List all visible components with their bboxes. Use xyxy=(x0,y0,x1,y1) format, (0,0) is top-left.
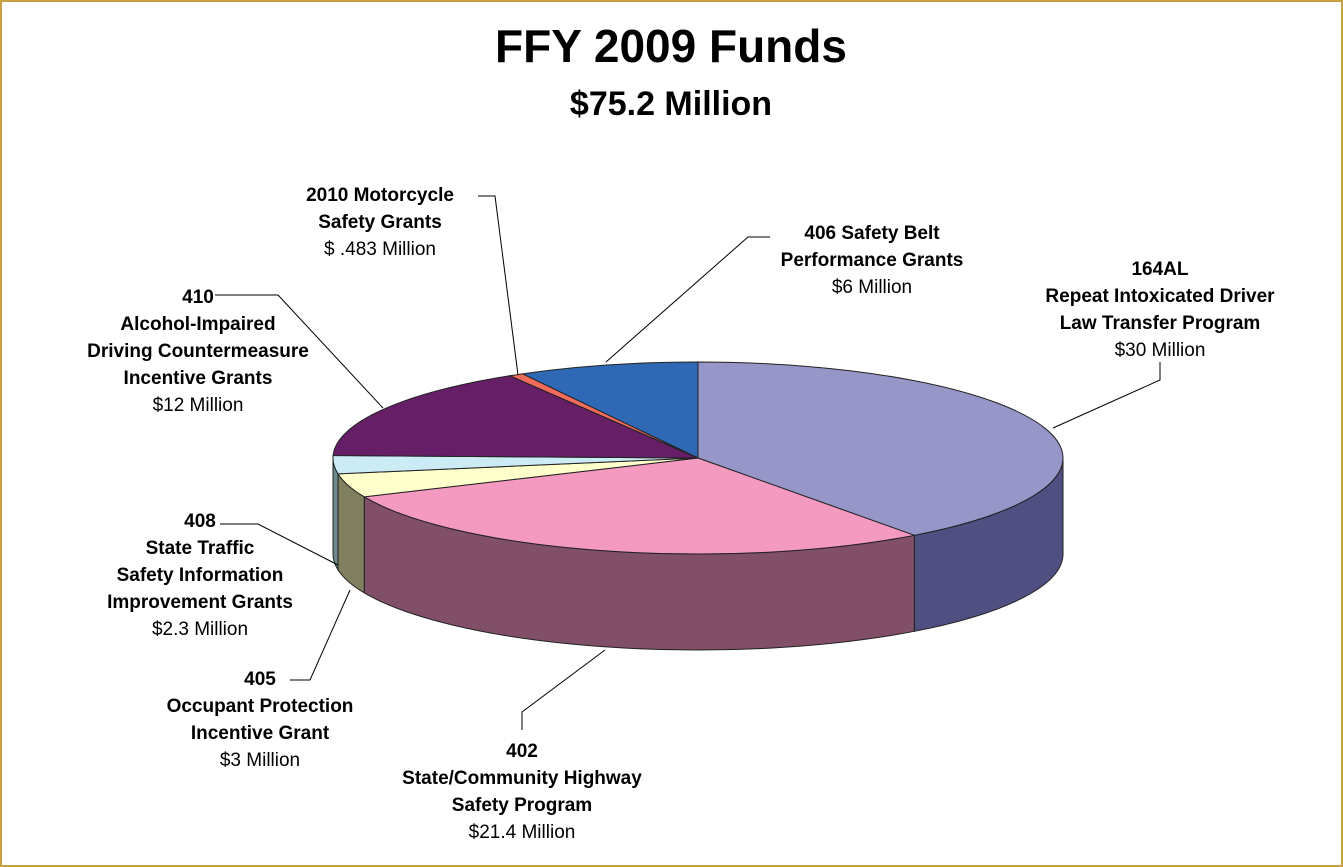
slice-label: Alcohol-Impaired xyxy=(120,314,275,335)
slice-label: State Traffic xyxy=(146,538,255,559)
slice xyxy=(362,457,917,555)
slice-label: Safety Information xyxy=(117,565,284,586)
leader-line xyxy=(1052,362,1161,429)
leader-line xyxy=(605,236,770,363)
slice-label: 2010 Motorcycle xyxy=(306,185,454,206)
value-label: $2.3 Million xyxy=(152,619,248,640)
slice-label: Safety Grants xyxy=(318,212,442,233)
slice-label: 410 xyxy=(182,287,214,308)
slice-label: Repeat Intoxicated Driver xyxy=(1045,286,1275,307)
chart-subtitle: $75.2 Million xyxy=(570,85,772,123)
slice-label: 405 xyxy=(244,669,276,690)
slice xyxy=(697,361,1064,536)
value-label: $12 Million xyxy=(153,395,244,416)
slice-label: Occupant Protection xyxy=(167,696,354,717)
slice-label: 402 xyxy=(506,741,538,762)
slice-label: Safety Program xyxy=(452,795,592,816)
slice xyxy=(520,361,699,459)
slice-label: Incentive Grants xyxy=(124,368,273,389)
leader-line xyxy=(290,589,351,681)
leader-line xyxy=(478,195,519,376)
slice-label: Law Transfer Program xyxy=(1060,313,1261,334)
leader-line xyxy=(220,523,339,566)
slice-label: 408 xyxy=(184,511,216,532)
leader-line xyxy=(521,649,606,730)
value-label: $30 Million xyxy=(1115,340,1206,361)
slice-label: 406 Safety Belt xyxy=(804,223,940,244)
slice-label: Improvement Grants xyxy=(107,592,293,613)
slice-label: State/Community Highway xyxy=(402,768,642,789)
chart-title: FFY 2009 Funds xyxy=(495,20,847,72)
value-label: $21.4 Million xyxy=(469,822,576,843)
slice-label: Incentive Grant xyxy=(191,723,330,744)
slice-label: Driving Countermeasure xyxy=(87,341,309,362)
value-label: $ .483 Million xyxy=(324,239,436,260)
leader-line xyxy=(215,294,384,409)
slice-label: Performance Grants xyxy=(781,250,964,271)
value-label: $3 Million xyxy=(220,750,300,771)
slice-side xyxy=(332,457,339,572)
slice xyxy=(332,375,699,459)
slice-label: 164AL xyxy=(1131,259,1188,280)
value-label: $6 Million xyxy=(832,277,912,298)
